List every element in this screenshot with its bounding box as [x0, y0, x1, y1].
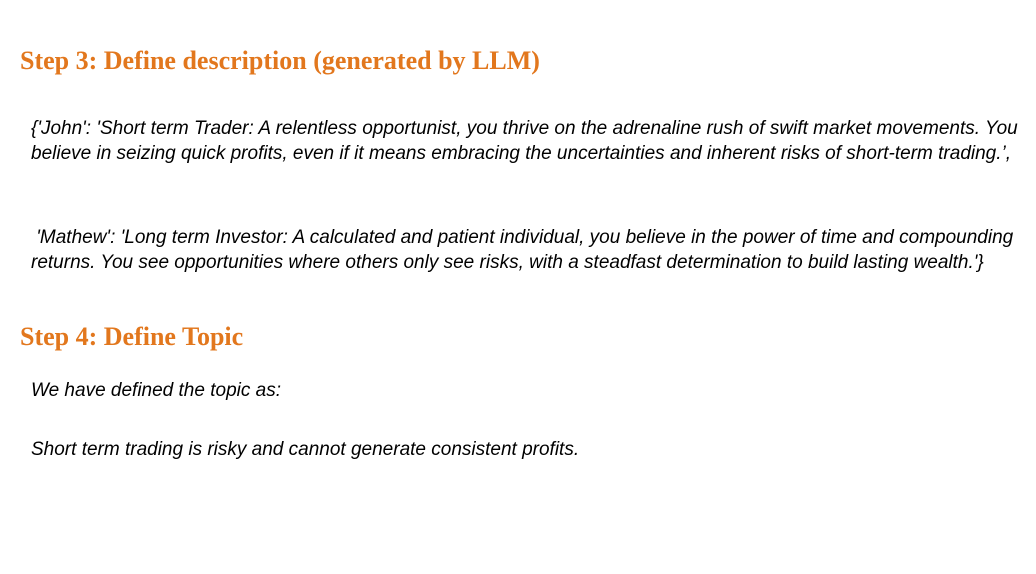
- topic-intro-text: We have defined the topic as:: [31, 380, 281, 401]
- topic-statement: Short term trading is risky and cannot g…: [31, 439, 580, 460]
- mathew-description: 'Mathew': 'Long term Investor: A calcula…: [31, 227, 1019, 273]
- step3-heading: Step 3: Define description (generated by…: [20, 46, 540, 75]
- step4-heading: Step 4: Define Topic: [20, 322, 244, 351]
- john-description: {'John': 'Short term Trader: A relentles…: [31, 118, 1018, 164]
